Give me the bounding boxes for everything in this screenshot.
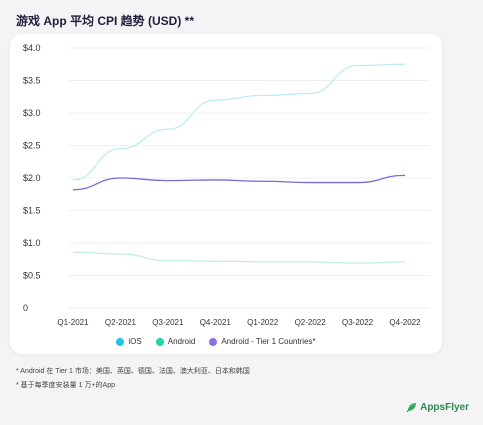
y-tick-label: 0 bbox=[23, 303, 28, 313]
legend-item-android: Android bbox=[155, 337, 196, 346]
appsflyer-logo-text: AppsFlyer bbox=[420, 401, 469, 413]
appsflyer-logo-icon bbox=[406, 403, 417, 413]
x-tick-label: Q1-2022 bbox=[247, 318, 279, 327]
legend-label-ios: iOS bbox=[128, 337, 142, 346]
y-tick-label: $3.0 bbox=[23, 108, 41, 118]
x-tick-label: Q2-2022 bbox=[295, 318, 327, 327]
series-line-0 bbox=[72, 63, 406, 181]
y-tick-label: $3.5 bbox=[23, 76, 41, 86]
legend-swatch-android bbox=[155, 337, 164, 346]
line-chart: $4.0 $3.5 $3.0 $2.5 $2.0 $1.5 $1.0 $0.5 0 Q1-2021… bbox=[23, 43, 430, 327]
legend-label-android: Android bbox=[167, 337, 196, 346]
y-tick-label: $1.5 bbox=[23, 206, 41, 216]
legend-item-ios: iOS bbox=[116, 337, 142, 346]
y-tick-label: $0.5 bbox=[23, 271, 41, 281]
legend-item-android-tier1: Android - Tier 1 Countries* bbox=[209, 337, 316, 346]
legend-swatch-ios bbox=[116, 337, 125, 346]
y-tick-label: $2.0 bbox=[23, 173, 41, 183]
footnote-tier1-markets: * Android 在 Tier 1 市场：美国、英国、德国、法国、澳大利亚、日… bbox=[16, 368, 250, 375]
series-line-1 bbox=[72, 251, 406, 264]
legend-swatch-android-tier1 bbox=[209, 337, 218, 346]
x-tick-label: Q4-2022 bbox=[389, 318, 421, 327]
legend-label-android-tier1: Android - Tier 1 Countries* bbox=[221, 337, 316, 346]
x-tick-label: Q1-2021 bbox=[57, 318, 89, 327]
x-tick-label: Q3-2021 bbox=[152, 318, 184, 327]
footnote-install-threshold: * 基于每季度安装量 1 万+的App bbox=[16, 382, 115, 389]
appsflyer-logo: AppsFlyer bbox=[406, 401, 469, 413]
y-tick-label: $4.0 bbox=[23, 43, 41, 53]
x-tick-label: Q2-2021 bbox=[105, 318, 137, 327]
chart-card: $4.0 $3.5 $3.0 $2.5 $2.0 $1.5 $1.0 $0.5 0 Q1-2021… bbox=[10, 34, 442, 354]
series-line-2 bbox=[72, 174, 406, 191]
x-tick-label: Q3-2022 bbox=[342, 318, 374, 327]
y-tick-label: $2.5 bbox=[23, 141, 41, 151]
x-tick-label: Q4-2021 bbox=[200, 318, 232, 327]
y-tick-label: $1.0 bbox=[23, 238, 41, 248]
chart-title: 游戏 App 平均 CPI 趋势 (USD) ** bbox=[16, 14, 195, 28]
chart-legend: iOS Android Android - Tier 1 Countries* bbox=[0, 337, 432, 346]
